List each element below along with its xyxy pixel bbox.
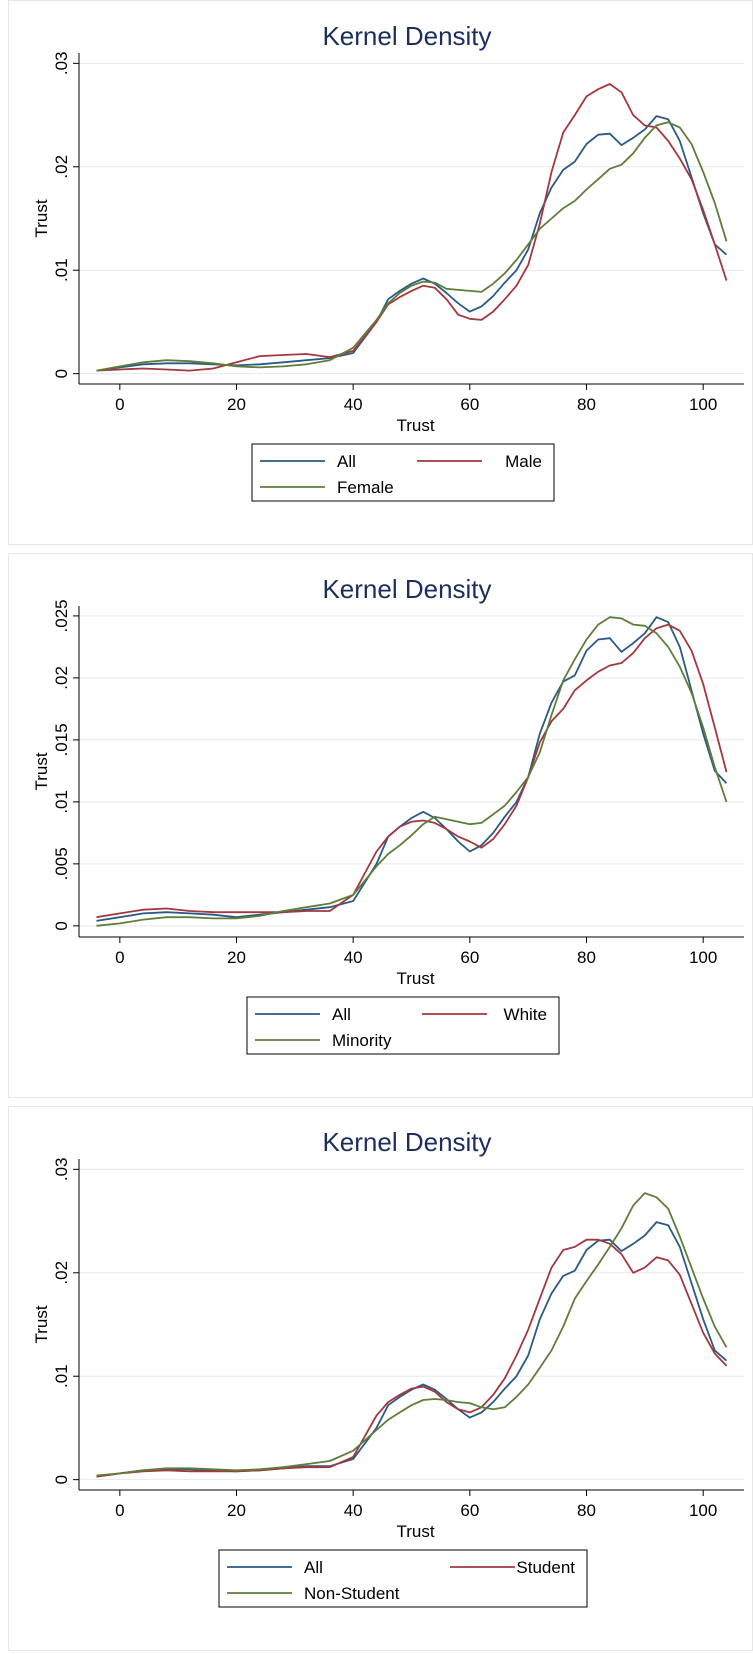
y-tick-label: .02 [52,666,71,690]
chart-panel-gender: Kernel Density 0 .01 .02 .03 0 20 40 60 80 100 Trus… [8,0,753,545]
chart-title: Kernel Density [322,21,491,51]
x-tick-label: 40 [344,395,363,414]
y-tick-label: 0 [52,1475,71,1484]
x-tick-label: 0 [115,948,124,967]
legend-box [246,996,560,1055]
legend-label: Male [505,452,542,471]
series-line-all [96,115,728,372]
y-tick-label: 0 [52,921,71,930]
legend-box [251,443,555,502]
y-tick-label: .03 [52,52,71,76]
chart-panel-student: Kernel Density 0 .01 .02 .03 0 20 40 60 80 100 Trus… [8,1106,753,1651]
legend-label: Student [516,1558,575,1577]
x-tick-label: 80 [577,1501,596,1520]
series-line-all [96,616,728,922]
x-axis-label: Trust [396,969,434,988]
legend-box [218,1549,588,1608]
chart-panel-race: Kernel Density 0 .005 .01 .015 .02 .025 0 20 40 60… [8,553,753,1098]
y-tick-label: .005 [52,847,71,880]
y-tick-label: .01 [52,790,71,814]
x-tick-label: 60 [460,395,479,414]
legend-label: Minority [332,1031,392,1050]
x-tick-label: 80 [577,395,596,414]
legend-label: All [304,1558,323,1577]
x-tick-label: 80 [577,948,596,967]
y-tick-label: 0 [52,369,71,378]
y-tick-label: .01 [52,258,71,282]
chart-title: Kernel Density [322,574,491,604]
legend-label: White [504,1005,547,1024]
series-line-white [96,623,728,919]
x-tick-label: 40 [344,1501,363,1520]
series-line-minority [96,616,728,927]
x-tick-label: 100 [689,948,717,967]
y-axis-label: Trust [32,752,51,790]
series-line-student [96,1238,728,1478]
x-tick-label: 0 [115,1501,124,1520]
y-tick-label: .015 [52,723,71,756]
x-tick-label: 60 [460,1501,479,1520]
y-tick-label: .03 [52,1158,71,1182]
x-tick-label: 20 [227,1501,246,1520]
chart-svg: Kernel Density 0 .01 .02 .03 0 20 40 60 80 100 Trus… [32,1127,744,1608]
series-line-non-student [96,1192,728,1477]
legend-label: Female [337,478,394,497]
y-axis-label: Trust [32,1305,51,1343]
x-axis-label: Trust [396,416,434,435]
y-axis-label: Trust [32,199,51,237]
y-tick-label: .01 [52,1364,71,1388]
x-tick-label: 40 [344,948,363,967]
legend-label: All [332,1005,351,1024]
x-tick-label: 20 [227,395,246,414]
x-tick-label: 60 [460,948,479,967]
x-tick-label: 100 [689,1501,717,1520]
legend-label: Non-Student [304,1584,400,1603]
series-line-female [96,121,728,372]
series-line-male [96,83,728,372]
legend-label: All [337,452,356,471]
chart-title: Kernel Density [322,1127,491,1157]
x-tick-label: 0 [115,395,124,414]
chart-svg: Kernel Density 0 .01 .02 .03 0 20 40 60 80 100 Trus… [32,21,744,502]
y-tick-label: .025 [52,599,71,632]
x-tick-label: 100 [689,395,717,414]
series-line-all [96,1221,728,1478]
y-tick-label: .02 [52,1261,71,1285]
x-tick-label: 20 [227,948,246,967]
y-tick-label: .02 [52,155,71,179]
x-axis-label: Trust [396,1522,434,1541]
chart-svg: Kernel Density 0 .005 .01 .015 .02 .025 0 20 40 60… [32,574,744,1055]
